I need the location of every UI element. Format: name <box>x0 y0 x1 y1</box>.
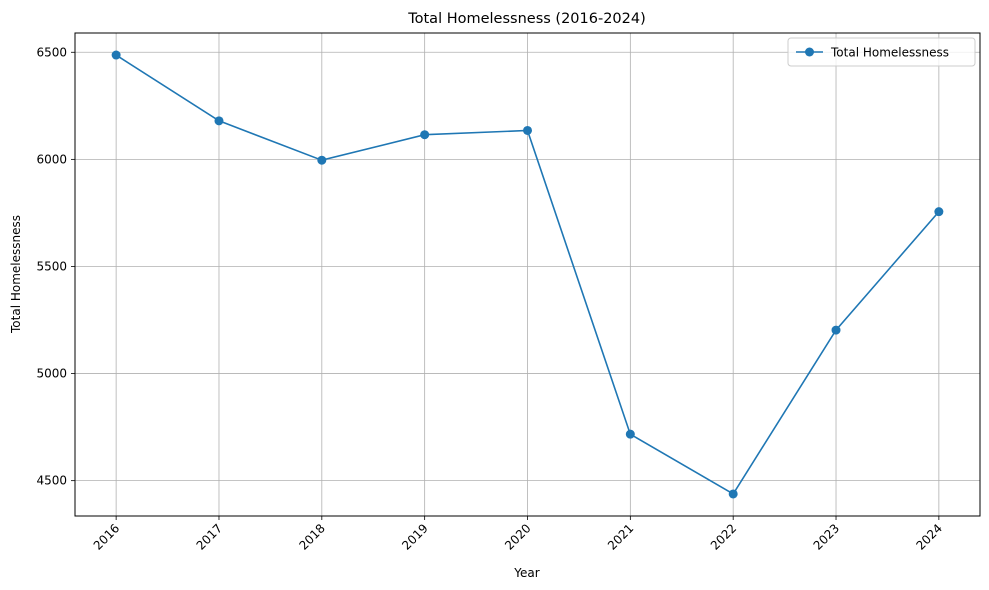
chart-title: Total Homelessness (2016-2024) <box>407 11 646 27</box>
data-point <box>111 50 121 60</box>
y-tick-label: 5500 <box>36 259 67 273</box>
data-point <box>934 207 944 217</box>
x-gridlines <box>115 33 940 516</box>
data-point <box>831 325 841 335</box>
legend-box <box>787 37 976 67</box>
data-point <box>420 130 430 140</box>
y-tick-label: 6500 <box>36 45 67 59</box>
series-layer <box>111 50 944 499</box>
legend-marker <box>805 47 814 57</box>
data-point <box>625 429 635 439</box>
y-axis-ticks: 4500 5000 5500 6000 6500 <box>36 45 75 488</box>
data-point <box>523 125 532 135</box>
series-points <box>111 50 944 499</box>
y-tick-label: 5000 <box>36 367 67 381</box>
y-tick-label: 6000 <box>36 152 67 166</box>
y-axis-title: Total Homelessness <box>9 215 23 334</box>
x-axis-title: Year <box>513 566 539 580</box>
data-point <box>214 116 224 126</box>
y-tick-label: 4500 <box>36 474 67 488</box>
legend: Total Homelessness <box>787 37 976 67</box>
data-point <box>317 155 327 165</box>
data-point <box>728 489 738 499</box>
legend-label: Total Homelessness <box>830 46 949 60</box>
